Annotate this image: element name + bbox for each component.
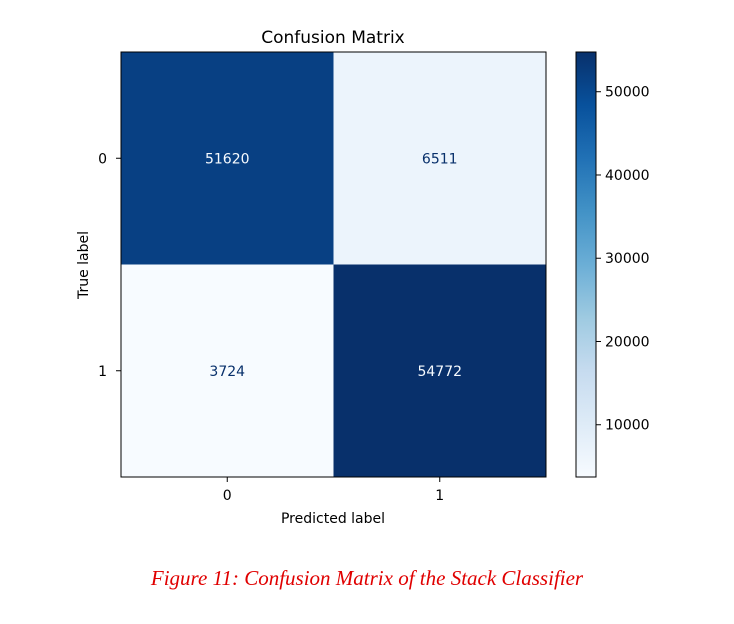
cell-value-label: 51620: [205, 151, 250, 167]
y-tick-label: 1: [98, 364, 107, 380]
colorbar-tick-label: 30000: [605, 251, 650, 267]
cell-value-label: 54772: [417, 364, 462, 380]
x-tick-label: 0: [223, 488, 232, 504]
x-tick-label: 1: [435, 488, 444, 504]
heatmap-cell: [121, 264, 334, 477]
heatmap-cell: [333, 52, 546, 265]
colorbar-tick-label: 40000: [605, 168, 650, 184]
cell-value-label: 6511: [422, 151, 458, 167]
colorbar-tick-label: 20000: [605, 334, 650, 350]
heatmap-cell: [333, 264, 546, 477]
heatmap-cells: [121, 52, 546, 477]
colorbar-tick-label: 10000: [605, 418, 650, 434]
colorbar-ticks: 10000 20000 30000 40000 50000: [596, 85, 650, 434]
plot-frame: [120, 51, 547, 478]
y-tick-label: 0: [98, 151, 107, 167]
heatmap-cell-labels: 51620 6511 3724 54772: [205, 151, 462, 380]
chart-title: Confusion Matrix: [261, 28, 405, 48]
x-axis-label: Predicted label: [281, 511, 385, 527]
heatmap-cell: [121, 52, 334, 265]
figure-caption: Figure 11: Confusion Matrix of the Stack…: [150, 566, 584, 590]
colorbar-tick-label: 50000: [605, 85, 650, 101]
y-axis-ticks: 01: [98, 151, 121, 380]
cell-value-label: 3724: [209, 364, 245, 380]
colorbar: [575, 51, 597, 478]
y-axis-label: True label: [76, 231, 92, 300]
